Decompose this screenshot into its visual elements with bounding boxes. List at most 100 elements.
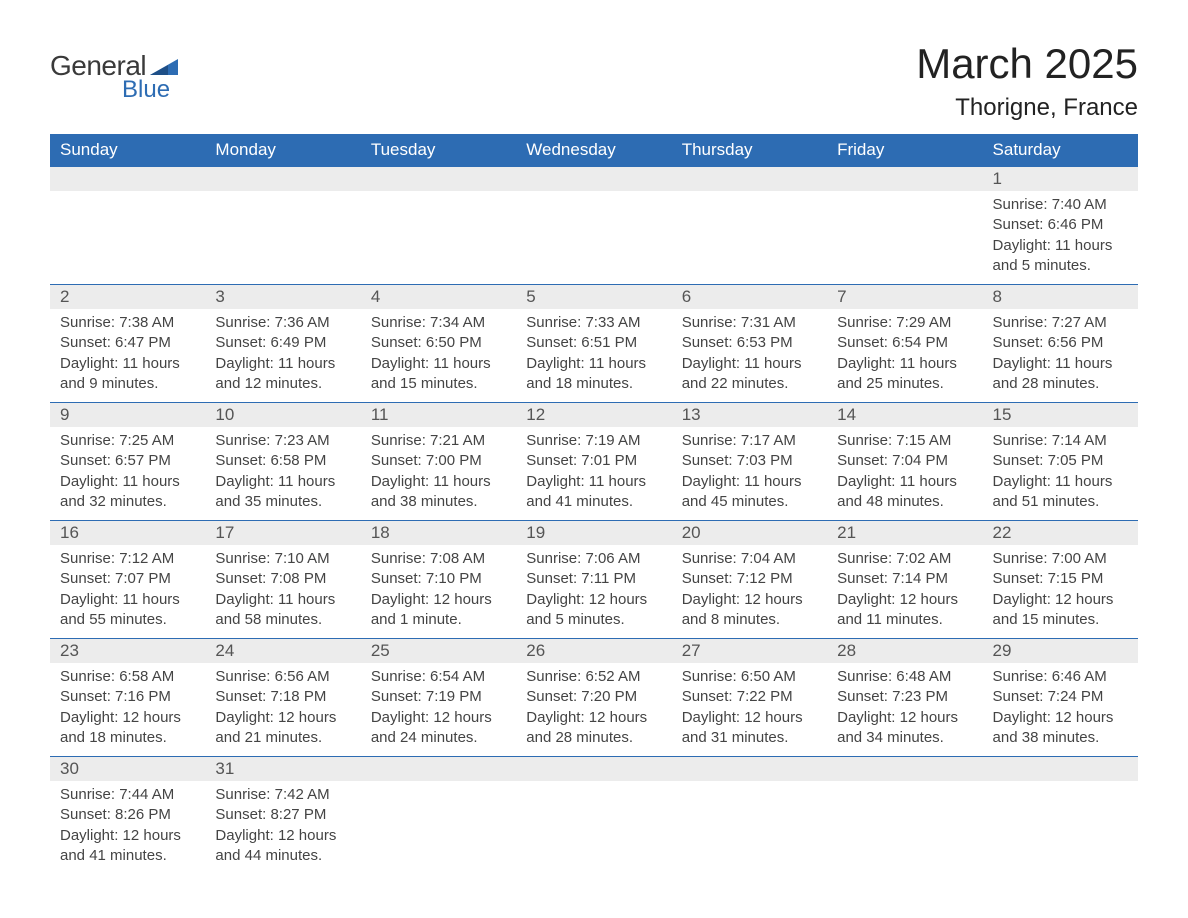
- sunrise-text: Sunrise: 7:04 AM: [682, 549, 817, 569]
- sunrise-text: Sunrise: 7:21 AM: [371, 431, 506, 451]
- day-number: 9: [50, 403, 205, 427]
- calendar-day-cell: 14Sunrise: 7:15 AMSunset: 7:04 PMDayligh…: [827, 403, 982, 521]
- day-content: Sunrise: 7:19 AMSunset: 7:01 PMDaylight:…: [516, 427, 671, 520]
- day-content: Sunrise: 6:54 AMSunset: 7:19 PMDaylight:…: [361, 663, 516, 756]
- day-number: 30: [50, 757, 205, 781]
- day-content: [827, 781, 982, 851]
- daylight-text: Daylight: 12 hours and 41 minutes.: [60, 826, 195, 867]
- day-number: 23: [50, 639, 205, 663]
- calendar-day-cell: 10Sunrise: 7:23 AMSunset: 6:58 PMDayligh…: [205, 403, 360, 521]
- sunrise-text: Sunrise: 7:40 AM: [993, 195, 1128, 215]
- sunset-text: Sunset: 7:08 PM: [215, 569, 350, 589]
- daylight-text: Daylight: 11 hours and 41 minutes.: [526, 472, 661, 513]
- daylight-text: Daylight: 11 hours and 45 minutes.: [682, 472, 817, 513]
- calendar-day-cell: 7Sunrise: 7:29 AMSunset: 6:54 PMDaylight…: [827, 285, 982, 403]
- day-number: 24: [205, 639, 360, 663]
- sunset-text: Sunset: 6:53 PM: [682, 333, 817, 353]
- daylight-text: Daylight: 12 hours and 5 minutes.: [526, 590, 661, 631]
- sunrise-text: Sunrise: 7:19 AM: [526, 431, 661, 451]
- daylight-text: Daylight: 11 hours and 32 minutes.: [60, 472, 195, 513]
- day-content: [361, 191, 516, 261]
- sunset-text: Sunset: 7:15 PM: [993, 569, 1128, 589]
- day-content: Sunrise: 7:14 AMSunset: 7:05 PMDaylight:…: [983, 427, 1138, 520]
- day-number: 25: [361, 639, 516, 663]
- sunrise-text: Sunrise: 7:12 AM: [60, 549, 195, 569]
- sunrise-text: Sunrise: 7:38 AM: [60, 313, 195, 333]
- sunset-text: Sunset: 7:14 PM: [837, 569, 972, 589]
- calendar-week-row: 30Sunrise: 7:44 AMSunset: 8:26 PMDayligh…: [50, 757, 1138, 875]
- day-content: Sunrise: 7:36 AMSunset: 6:49 PMDaylight:…: [205, 309, 360, 402]
- day-number: [827, 167, 982, 191]
- calendar-day-cell: [361, 757, 516, 875]
- daylight-text: Daylight: 11 hours and 22 minutes.: [682, 354, 817, 395]
- daylight-text: Daylight: 12 hours and 8 minutes.: [682, 590, 817, 631]
- sunset-text: Sunset: 7:03 PM: [682, 451, 817, 471]
- day-content: [983, 781, 1138, 851]
- day-content: Sunrise: 7:33 AMSunset: 6:51 PMDaylight:…: [516, 309, 671, 402]
- daylight-text: Daylight: 11 hours and 15 minutes.: [371, 354, 506, 395]
- calendar-day-cell: 2Sunrise: 7:38 AMSunset: 6:47 PMDaylight…: [50, 285, 205, 403]
- daylight-text: Daylight: 11 hours and 18 minutes.: [526, 354, 661, 395]
- sunrise-text: Sunrise: 6:52 AM: [526, 667, 661, 687]
- daylight-text: Daylight: 12 hours and 18 minutes.: [60, 708, 195, 749]
- calendar-day-cell: 15Sunrise: 7:14 AMSunset: 7:05 PMDayligh…: [983, 403, 1138, 521]
- calendar-day-cell: 28Sunrise: 6:48 AMSunset: 7:23 PMDayligh…: [827, 639, 982, 757]
- day-content: Sunrise: 7:27 AMSunset: 6:56 PMDaylight:…: [983, 309, 1138, 402]
- calendar-day-cell: 19Sunrise: 7:06 AMSunset: 7:11 PMDayligh…: [516, 521, 671, 639]
- day-content: Sunrise: 7:40 AMSunset: 6:46 PMDaylight:…: [983, 191, 1138, 284]
- day-content: Sunrise: 6:50 AMSunset: 7:22 PMDaylight:…: [672, 663, 827, 756]
- logo: General Blue: [50, 50, 178, 104]
- calendar-header-row: Sunday Monday Tuesday Wednesday Thursday…: [50, 134, 1138, 167]
- daylight-text: Daylight: 12 hours and 24 minutes.: [371, 708, 506, 749]
- calendar-day-cell: 22Sunrise: 7:00 AMSunset: 7:15 PMDayligh…: [983, 521, 1138, 639]
- day-number: 15: [983, 403, 1138, 427]
- day-content: Sunrise: 7:06 AMSunset: 7:11 PMDaylight:…: [516, 545, 671, 638]
- weekday-header: Tuesday: [361, 134, 516, 167]
- sunrise-text: Sunrise: 6:50 AM: [682, 667, 817, 687]
- calendar-day-cell: 9Sunrise: 7:25 AMSunset: 6:57 PMDaylight…: [50, 403, 205, 521]
- calendar-table: Sunday Monday Tuesday Wednesday Thursday…: [50, 134, 1138, 874]
- day-number: 13: [672, 403, 827, 427]
- day-content: Sunrise: 6:48 AMSunset: 7:23 PMDaylight:…: [827, 663, 982, 756]
- sunrise-text: Sunrise: 7:02 AM: [837, 549, 972, 569]
- day-number: 17: [205, 521, 360, 545]
- day-content: Sunrise: 7:08 AMSunset: 7:10 PMDaylight:…: [361, 545, 516, 638]
- sunset-text: Sunset: 7:11 PM: [526, 569, 661, 589]
- sunrise-text: Sunrise: 7:36 AM: [215, 313, 350, 333]
- sunrise-text: Sunrise: 6:56 AM: [215, 667, 350, 687]
- weekday-header: Friday: [827, 134, 982, 167]
- day-number: [672, 757, 827, 781]
- sunrise-text: Sunrise: 7:31 AM: [682, 313, 817, 333]
- sunrise-text: Sunrise: 7:00 AM: [993, 549, 1128, 569]
- weekday-header: Saturday: [983, 134, 1138, 167]
- day-number: 20: [672, 521, 827, 545]
- sunset-text: Sunset: 7:20 PM: [526, 687, 661, 707]
- day-number: 28: [827, 639, 982, 663]
- day-content: [672, 191, 827, 261]
- day-content: Sunrise: 7:17 AMSunset: 7:03 PMDaylight:…: [672, 427, 827, 520]
- weekday-header: Sunday: [50, 134, 205, 167]
- calendar-day-cell: 29Sunrise: 6:46 AMSunset: 7:24 PMDayligh…: [983, 639, 1138, 757]
- calendar-day-cell: 6Sunrise: 7:31 AMSunset: 6:53 PMDaylight…: [672, 285, 827, 403]
- day-content: [672, 781, 827, 851]
- day-number: 14: [827, 403, 982, 427]
- day-content: Sunrise: 6:52 AMSunset: 7:20 PMDaylight:…: [516, 663, 671, 756]
- sunset-text: Sunset: 6:49 PM: [215, 333, 350, 353]
- day-number: 29: [983, 639, 1138, 663]
- logo-text-blue: Blue: [122, 76, 178, 104]
- calendar-day-cell: [50, 167, 205, 285]
- daylight-text: Daylight: 12 hours and 44 minutes.: [215, 826, 350, 867]
- day-number: 16: [50, 521, 205, 545]
- sunset-text: Sunset: 6:57 PM: [60, 451, 195, 471]
- day-number: 5: [516, 285, 671, 309]
- calendar-day-cell: 17Sunrise: 7:10 AMSunset: 7:08 PMDayligh…: [205, 521, 360, 639]
- calendar-week-row: 2Sunrise: 7:38 AMSunset: 6:47 PMDaylight…: [50, 285, 1138, 403]
- sunset-text: Sunset: 7:07 PM: [60, 569, 195, 589]
- day-number: 26: [516, 639, 671, 663]
- day-number: 10: [205, 403, 360, 427]
- daylight-text: Daylight: 12 hours and 28 minutes.: [526, 708, 661, 749]
- sunset-text: Sunset: 7:23 PM: [837, 687, 972, 707]
- calendar-day-cell: 11Sunrise: 7:21 AMSunset: 7:00 PMDayligh…: [361, 403, 516, 521]
- day-content: Sunrise: 7:12 AMSunset: 7:07 PMDaylight:…: [50, 545, 205, 638]
- day-content: [516, 781, 671, 851]
